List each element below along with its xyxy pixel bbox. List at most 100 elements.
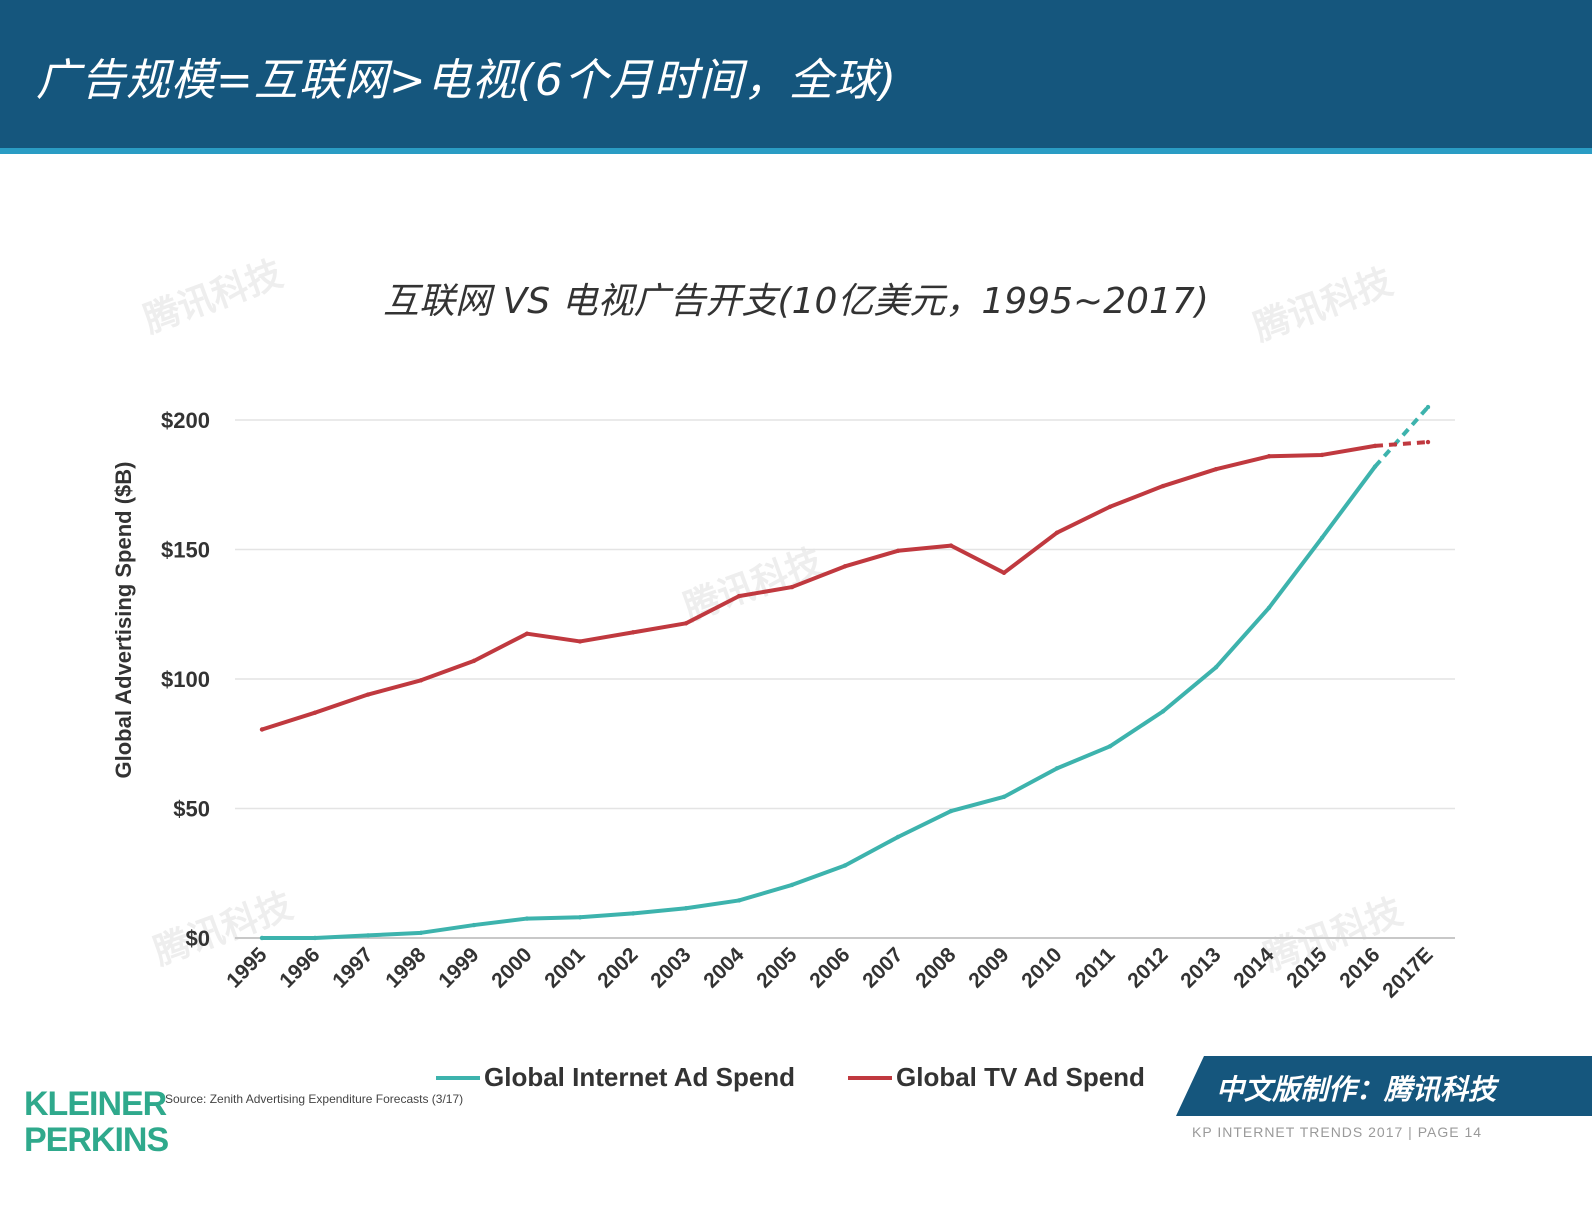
data-point	[1054, 530, 1060, 535]
data-point	[736, 898, 742, 903]
legend-label: Global TV Ad Spend	[896, 1062, 1145, 1092]
legend-item-internet: Global Internet Ad Spend	[436, 1062, 795, 1093]
data-point	[471, 658, 477, 664]
data-point	[1160, 709, 1166, 714]
x-tick-label: 2000	[487, 943, 536, 992]
x-tick-label: 2008	[911, 943, 961, 993]
x-tick-label: 2014	[1229, 943, 1279, 993]
x-tick-label: 1997	[328, 943, 377, 992]
x-tick-label: 1998	[381, 943, 431, 993]
data-point	[1266, 605, 1272, 610]
data-point	[471, 922, 477, 928]
y-tick-label: $0	[186, 926, 210, 951]
x-tick-label: 2016	[1335, 943, 1384, 992]
data-point	[1425, 404, 1431, 410]
data-point	[259, 727, 265, 732]
data-point	[895, 834, 901, 840]
data-point	[1213, 665, 1219, 670]
legend-label: Global Internet Ad Spend	[484, 1062, 796, 1092]
data-point	[683, 906, 689, 911]
data-point	[630, 630, 636, 635]
data-point	[842, 564, 848, 569]
series-lines	[259, 404, 1431, 941]
data-point	[1425, 439, 1431, 445]
x-tick-label: 2012	[1123, 943, 1172, 992]
x-tick-label: 1999	[434, 943, 483, 992]
data-point	[895, 548, 901, 553]
data-point	[418, 678, 424, 683]
data-point	[1266, 454, 1272, 459]
x-axis-ticks: 1995 1996 1997 1998 1999 2000 2001 2002 2003 2004…	[222, 943, 1437, 1002]
header-divider	[0, 148, 1592, 154]
data-point	[1213, 467, 1219, 472]
data-point	[1107, 744, 1113, 749]
legend-swatch-tv	[848, 1075, 892, 1080]
data-point	[365, 933, 371, 938]
data-point	[524, 916, 530, 921]
x-tick-label: 2009	[964, 943, 1013, 992]
x-tick-label: 1996	[275, 943, 324, 992]
x-tick-label: 2011	[1071, 943, 1120, 992]
data-point	[577, 639, 583, 644]
data-point	[789, 882, 795, 888]
data-point	[312, 935, 318, 941]
page-footer: KP INTERNET TRENDS 2017 | PAGE 14	[1192, 1124, 1483, 1140]
x-tick-label: 2003	[646, 943, 695, 992]
data-point	[577, 915, 583, 920]
data-point	[418, 930, 424, 936]
x-tick-label: 2013	[1176, 943, 1225, 992]
legend-item-tv: Global TV Ad Spend	[848, 1062, 1145, 1093]
data-point	[365, 692, 371, 697]
x-tick-label: 2015	[1282, 943, 1332, 993]
grid-lines	[235, 419, 1455, 939]
data-point	[683, 621, 689, 626]
chart-title: 互联网 VS 电视广告开支(10亿美元，1995~2017)	[383, 281, 1209, 322]
data-point	[312, 710, 318, 715]
x-tick-label: 2017E	[1378, 943, 1437, 1002]
kleiner-perkins-logo: KLEINER PERKINS	[24, 1085, 169, 1159]
x-tick-label: 2010	[1017, 943, 1066, 992]
data-point	[1001, 570, 1007, 576]
logo-line-2: PERKINS	[24, 1121, 169, 1159]
data-point	[736, 593, 742, 599]
series-line-1	[260, 443, 1377, 732]
x-tick-label: 2005	[752, 943, 802, 993]
x-tick-label: 1995	[222, 943, 272, 993]
y-tick-label: $200	[161, 408, 210, 433]
data-point	[1319, 535, 1325, 541]
data-point	[1054, 766, 1060, 771]
data-point	[948, 543, 954, 548]
y-tick-label: $100	[161, 667, 210, 692]
x-tick-label: 2006	[805, 943, 854, 992]
data-point	[524, 631, 530, 636]
slide-title: 广告规模=互联网>电视(6个月时间，全球)	[36, 55, 898, 106]
y-axis-ticks: $0 $50 $100 $150 $200	[161, 408, 210, 951]
source-note: Source: Zenith Advertising Expenditure F…	[165, 1092, 464, 1106]
badge-text: 中文版制作：腾讯科技	[1216, 1073, 1497, 1106]
data-point	[259, 935, 265, 941]
chart-legend: Global Internet Ad Spend Global TV Ad Sp…	[0, 1062, 1592, 1102]
translation-badge: 中文版制作：腾讯科技	[1176, 1056, 1592, 1116]
legend-swatch-internet	[436, 1075, 480, 1080]
y-axis-label: Global Advertising Spend ($B)	[111, 462, 136, 779]
x-tick-label: 2001	[540, 943, 590, 993]
x-tick-label: 2002	[593, 943, 642, 992]
data-point	[1319, 452, 1325, 458]
data-point	[1107, 504, 1113, 509]
x-tick-label: 2004	[699, 943, 749, 993]
data-point	[1001, 794, 1007, 800]
data-point	[1372, 443, 1378, 449]
line-chart: $0$50$100$150$200 1995 1996 1997 1998 1999 20…	[111, 404, 1455, 1002]
y-tick-label: $150	[161, 538, 210, 563]
slide-header: 广告规模=互联网>电视(6个月时间，全球)	[0, 0, 1592, 148]
data-point	[1372, 464, 1378, 469]
data-point	[842, 863, 848, 868]
series-estimate-line-1	[1374, 440, 1429, 448]
x-tick-label: 2007	[858, 943, 907, 992]
logo-line-1: KLEINER	[24, 1085, 167, 1123]
data-point	[630, 911, 636, 916]
data-point	[948, 808, 954, 814]
series-estimate-line-0	[1373, 405, 1430, 468]
data-point	[1160, 483, 1166, 489]
data-point	[789, 584, 795, 590]
